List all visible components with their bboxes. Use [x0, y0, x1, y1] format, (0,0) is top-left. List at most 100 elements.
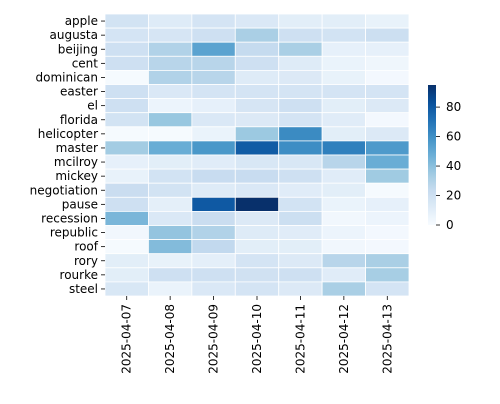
- colorbar-gradient: [428, 85, 436, 225]
- heatmap-cell: [365, 140, 410, 156]
- heatmap-cell: [104, 84, 149, 100]
- y-tick-label: augusta: [50, 28, 99, 42]
- heatmap-cells: [104, 13, 410, 297]
- heatmap-cell: [191, 281, 236, 297]
- y-tick-label: roof: [74, 240, 98, 254]
- x-tick-label: 2025-04-10: [250, 304, 264, 374]
- heatmap-cell: [234, 281, 280, 297]
- heatmap-cell: [321, 210, 366, 226]
- y-tick-label: rory: [74, 254, 98, 268]
- heatmap-cell: [278, 140, 323, 156]
- heatmap-cell: [148, 253, 193, 269]
- heatmap-cell: [148, 55, 193, 71]
- heatmap-cell: [148, 210, 193, 226]
- heatmap-cell: [148, 182, 193, 198]
- heatmap-cell: [191, 41, 236, 57]
- heatmap-cell: [321, 13, 366, 29]
- heatmap-cell: [234, 98, 280, 114]
- heatmap-cell: [321, 239, 366, 255]
- heatmap-cell: [365, 210, 410, 226]
- heatmap-cell: [104, 267, 149, 283]
- y-tick-label: el: [87, 99, 98, 113]
- heatmap-cell: [278, 126, 323, 142]
- heatmap-cell: [234, 253, 280, 269]
- heatmap-cell: [278, 196, 323, 212]
- heatmap-cell: [365, 126, 410, 142]
- heatmap-cell: [321, 281, 366, 297]
- heatmap-cell: [278, 281, 323, 297]
- heatmap-cell: [104, 281, 149, 297]
- heatmap-cell: [365, 225, 410, 241]
- y-tick-label: rourke: [60, 268, 98, 282]
- heatmap-cell: [234, 239, 280, 255]
- y-axis: appleaugustabeijingcentdominicaneasterel…: [30, 14, 105, 296]
- heatmap-cell: [104, 70, 149, 85]
- heatmap-cell: [191, 70, 236, 85]
- y-tick-label: steel: [69, 282, 98, 296]
- heatmap-cell: [191, 84, 236, 100]
- x-tick-label: 2025-04-12: [337, 304, 351, 374]
- heatmap-cell: [365, 41, 410, 57]
- y-tick-label: florida: [60, 113, 98, 127]
- heatmap-cell: [278, 13, 323, 29]
- x-tick-label: 2025-04-13: [380, 304, 394, 374]
- heatmap-cell: [104, 210, 149, 226]
- heatmap-cell: [148, 27, 193, 43]
- heatmap-cell: [148, 126, 193, 142]
- heatmap-cell: [365, 70, 410, 85]
- heatmap-cell: [234, 126, 280, 142]
- heatmap-cell: [365, 196, 410, 212]
- heatmap-cell: [148, 196, 193, 212]
- y-tick-label: mcilroy: [54, 155, 98, 169]
- heatmap-cell: [365, 13, 410, 29]
- heatmap-cell: [234, 154, 280, 170]
- heatmap-cell: [234, 27, 280, 43]
- heatmap-cell: [191, 140, 236, 156]
- heatmap-cell: [365, 55, 410, 71]
- heatmap-cell: [365, 267, 410, 283]
- heatmap-cell: [191, 13, 236, 29]
- heatmap-cell: [321, 267, 366, 283]
- heatmap-cell: [191, 27, 236, 43]
- heatmap-cell: [104, 98, 149, 114]
- heatmap-cell: [321, 84, 366, 100]
- y-tick-label: dominican: [36, 70, 98, 84]
- y-tick-label: master: [56, 141, 98, 155]
- heatmap-cell: [278, 225, 323, 241]
- heatmap-cell: [234, 267, 280, 283]
- heatmap-cell: [321, 196, 366, 212]
- heatmap-cell: [104, 126, 149, 142]
- heatmap-cell: [191, 239, 236, 255]
- heatmap-cell: [148, 239, 193, 255]
- heatmap-cell: [148, 140, 193, 156]
- heatmap-cell: [148, 154, 193, 170]
- heatmap-cell: [321, 70, 366, 85]
- heatmap-cell: [234, 210, 280, 226]
- heatmap-cell: [148, 84, 193, 100]
- heatmap-cell: [191, 126, 236, 142]
- heatmap-cell: [321, 225, 366, 241]
- heatmap-cell: [148, 112, 193, 128]
- heatmap-cell: [234, 196, 280, 212]
- heatmap-cell: [191, 210, 236, 226]
- heatmap-cell: [278, 55, 323, 71]
- heatmap-cell: [278, 182, 323, 198]
- heatmap-cell: [104, 27, 149, 43]
- x-axis: 2025-04-07 2025-04-08 2025-04-09 2025-04-10…: [120, 296, 394, 374]
- y-tick-label: helicopter: [38, 127, 98, 141]
- heatmap-cell: [278, 239, 323, 255]
- heatmap-cell: [321, 154, 366, 170]
- heatmap-cell: [365, 239, 410, 255]
- heatmap-cell: [234, 182, 280, 198]
- heatmap-cell: [234, 140, 280, 156]
- heatmap-cell: [278, 210, 323, 226]
- y-tick-label: mickey: [55, 169, 98, 183]
- heatmap-cell: [321, 112, 366, 128]
- heatmap-cell: [234, 55, 280, 71]
- heatmap-cell: [321, 182, 366, 198]
- heatmap-cell: [321, 140, 366, 156]
- colorbar-tick-label: 0: [446, 218, 454, 232]
- heatmap-cell: [104, 112, 149, 128]
- heatmap-cell: [321, 253, 366, 269]
